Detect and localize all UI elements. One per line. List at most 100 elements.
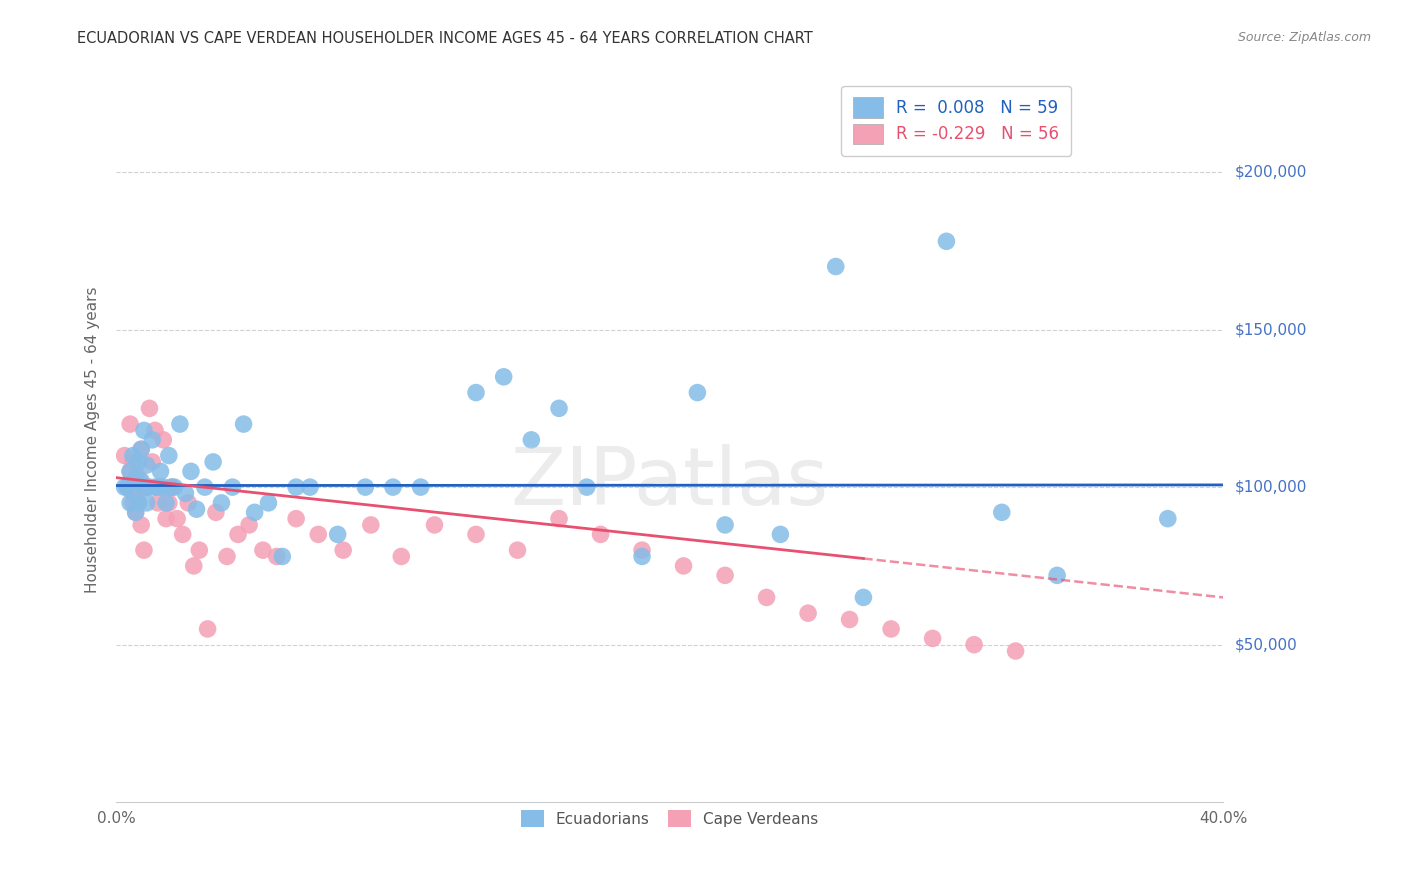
Point [127,471,149,485]
Text: ZIPatlas: ZIPatlas [510,444,828,523]
Point [672,558,695,573]
Point [714,568,737,582]
Point [465,385,488,400]
Point [307,527,329,541]
Point [215,549,238,564]
Point [141,433,163,447]
Point [686,385,709,400]
Point [163,480,186,494]
Point [589,527,612,541]
Legend: Ecuadorians, Cape Verdeans: Ecuadorians, Cape Verdeans [513,803,827,835]
Point [135,496,157,510]
Point [124,480,146,494]
Point [202,455,225,469]
Point [285,511,308,525]
Point [122,455,145,469]
Point [129,442,152,457]
Point [714,517,737,532]
Point [935,235,957,249]
Point [146,480,169,494]
Point [169,417,191,431]
Point [326,527,349,541]
Point [243,505,266,519]
Text: ECUADORIAN VS CAPE VERDEAN HOUSEHOLDER INCOME AGES 45 - 64 YEARS CORRELATION CHA: ECUADORIAN VS CAPE VERDEAN HOUSEHOLDER I… [77,31,813,46]
Point [769,527,792,541]
Point [188,543,211,558]
Point [423,517,446,532]
Point [149,464,172,478]
Point [120,417,142,431]
Point [177,496,200,510]
Point [120,496,142,510]
Point [226,527,249,541]
Point [520,433,543,447]
Point [506,543,529,558]
Point [492,369,515,384]
Point [160,480,183,494]
Point [124,505,146,519]
Point [172,527,194,541]
Point [183,558,205,573]
Point [575,480,598,494]
Text: $100,000: $100,000 [1234,480,1306,495]
Point [129,442,152,457]
Point [124,471,146,485]
Text: $200,000: $200,000 [1234,164,1306,179]
Point [146,496,169,510]
Point [157,496,180,510]
Point [114,480,136,494]
Point [838,612,860,626]
Point [143,480,166,494]
Point [138,480,160,494]
Point [631,543,654,558]
Point [257,496,280,510]
Point [120,464,142,478]
Point [117,480,139,494]
Point [124,505,146,519]
Point [155,496,177,510]
Point [180,464,202,478]
Point [138,401,160,416]
Point [285,480,308,494]
Point [548,401,571,416]
Point [132,480,155,494]
Point [238,517,260,532]
Point [205,505,228,519]
Point [298,480,321,494]
Point [132,424,155,438]
Point [122,496,145,510]
Point [797,606,820,620]
Point [252,543,274,558]
Point [186,502,208,516]
Point [152,433,174,447]
Point [127,455,149,469]
Point [1157,511,1180,525]
Point [824,260,846,274]
Point [1004,644,1026,658]
Point [991,505,1014,519]
Point [360,517,382,532]
Point [332,543,354,558]
Point [120,464,142,478]
Point [174,486,197,500]
Point [129,474,152,488]
Point [149,480,172,494]
Point [152,480,174,494]
Text: $150,000: $150,000 [1234,322,1306,337]
Point [266,549,288,564]
Point [1046,568,1069,582]
Point [389,549,412,564]
Point [122,486,145,500]
Point [271,549,294,564]
Point [354,480,377,494]
Point [132,480,155,494]
Point [548,511,571,525]
Point [143,424,166,438]
Point [114,449,136,463]
Point [122,449,145,463]
Point [127,496,149,510]
Point [194,480,217,494]
Point [157,449,180,463]
Point [160,480,183,494]
Point [921,632,943,646]
